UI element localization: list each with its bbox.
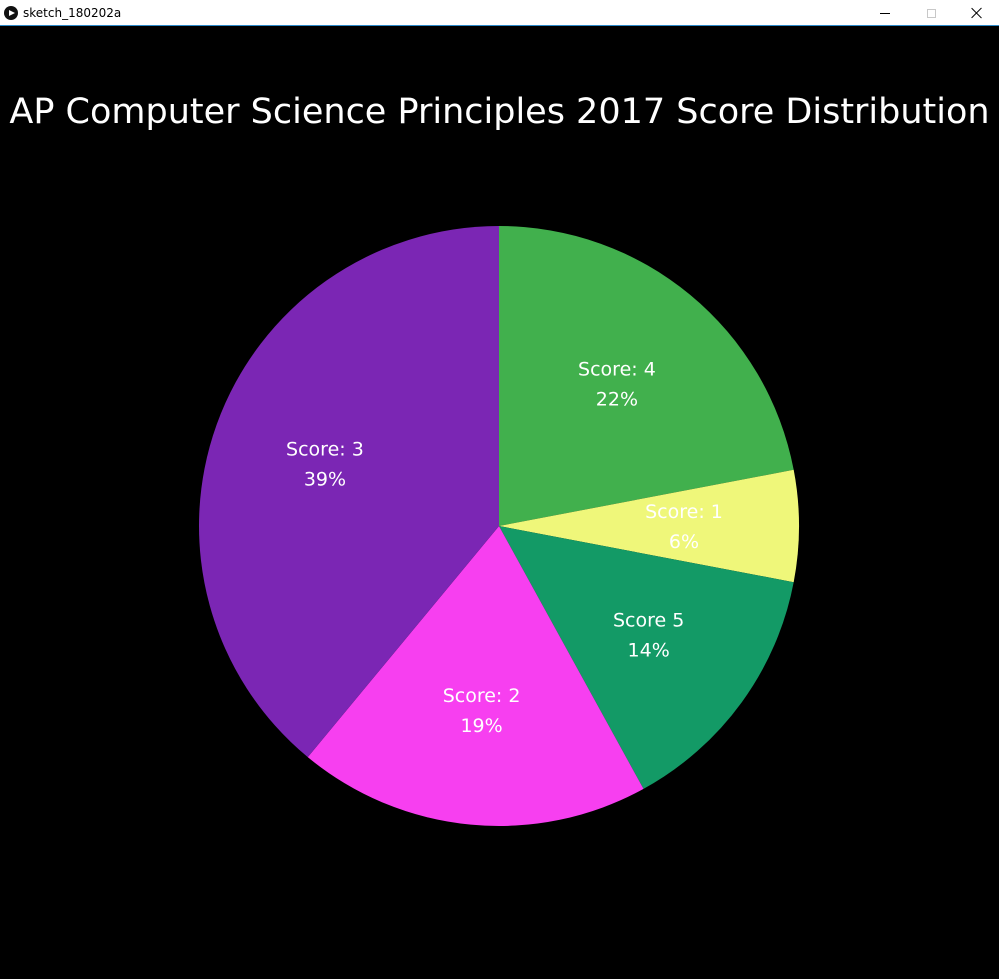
- slice-percent-label: 6%: [669, 531, 699, 553]
- pie-slice: [499, 526, 794, 789]
- pie-slice: [499, 469, 799, 583]
- chart-title: AP Computer Science Principles 2017 Scor…: [9, 92, 990, 132]
- slice-percent-label: 39%: [304, 468, 346, 490]
- slice-percent-label: 14%: [628, 640, 670, 662]
- pie-slice: [307, 526, 644, 827]
- maximize-icon: [926, 8, 936, 18]
- pie-slice: [199, 226, 499, 758]
- pie-slice: [499, 226, 794, 526]
- close-button[interactable]: [953, 0, 999, 26]
- slice-label: Score: 3: [286, 438, 364, 460]
- window-title: sketch_180202a: [23, 6, 122, 20]
- slice-percent-label: 22%: [596, 388, 638, 410]
- slice-label: Score: 4: [578, 358, 656, 380]
- close-icon: [970, 7, 982, 19]
- pie-chart: Score: 4 22% Score: 1 6% Score 5 14% Score: 2 1…: [199, 226, 799, 827]
- maximize-button[interactable]: [908, 0, 954, 26]
- minimize-button[interactable]: [862, 0, 908, 26]
- slice-label: Score: 2: [443, 685, 521, 707]
- slice-label: Score: 1: [645, 501, 723, 523]
- minimize-icon: [880, 12, 890, 14]
- window-titlebar: sketch_180202a: [0, 0, 999, 26]
- play-icon: [4, 6, 18, 20]
- slice-label: Score 5: [613, 610, 684, 632]
- sketch-canvas: AP Computer Science Principles 2017 Scor…: [0, 26, 999, 979]
- slice-percent-label: 19%: [460, 715, 502, 737]
